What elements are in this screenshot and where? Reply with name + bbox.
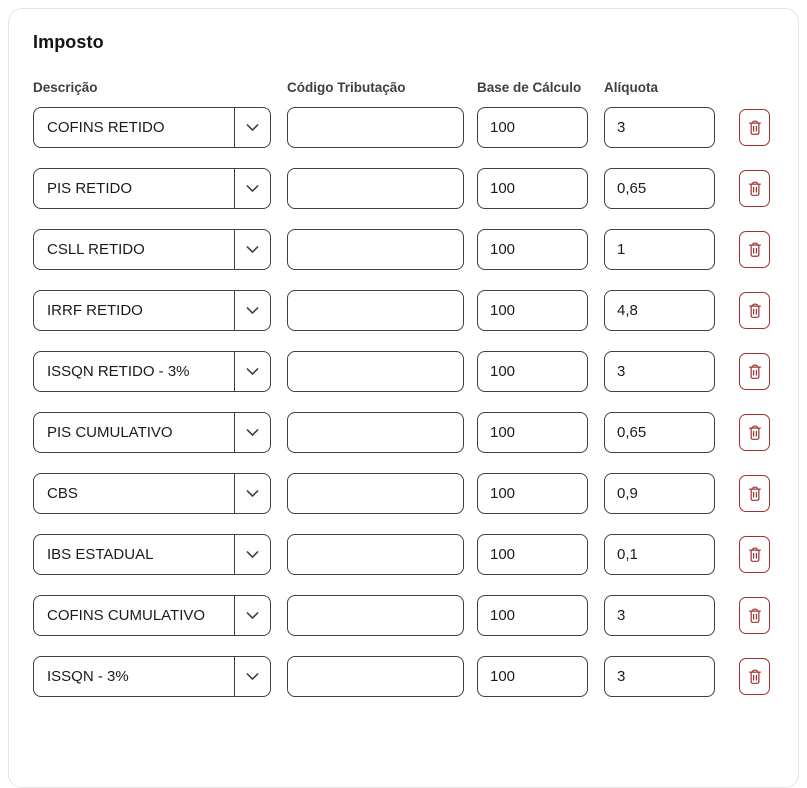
aliquota-input[interactable] (604, 656, 715, 697)
delete-row-button[interactable] (739, 231, 770, 268)
chevron-down-icon (234, 352, 270, 391)
descricao-select-value: PIS RETIDO (47, 180, 133, 197)
tax-row: ISSQN RETIDO - 3% (33, 351, 774, 392)
codigo-tributacao-input[interactable] (287, 595, 464, 636)
base-de-calculo-input[interactable] (477, 534, 588, 575)
aliquota-input[interactable] (604, 412, 715, 453)
aliquota-input[interactable] (604, 473, 715, 514)
column-headers: Descrição Código Tributação Base de Cálc… (33, 80, 774, 95)
column-header-codigo-tributacao: Código Tributação (287, 80, 406, 95)
base-de-calculo-input[interactable] (477, 229, 588, 270)
descricao-select[interactable]: ISSQN - 3% (33, 656, 271, 697)
tax-row: CSLL RETIDO (33, 229, 774, 270)
chevron-down-icon (234, 535, 270, 574)
codigo-tributacao-input[interactable] (287, 168, 464, 209)
codigo-tributacao-input[interactable] (287, 290, 464, 331)
codigo-tributacao-input[interactable] (287, 412, 464, 453)
trash-icon (748, 486, 762, 502)
descricao-select[interactable]: CSLL RETIDO (33, 229, 271, 270)
descricao-select[interactable]: COFINS RETIDO (33, 107, 271, 148)
aliquota-input[interactable] (604, 168, 715, 209)
aliquota-input[interactable] (604, 107, 715, 148)
delete-row-button[interactable] (739, 353, 770, 390)
tax-row: CBS (33, 473, 774, 514)
trash-icon (748, 303, 762, 319)
codigo-tributacao-input[interactable] (287, 534, 464, 575)
descricao-select-value: PIS CUMULATIVO (47, 424, 173, 441)
descricao-select[interactable]: IRRF RETIDO (33, 290, 271, 331)
descricao-select-value: IBS ESTADUAL (47, 546, 154, 563)
descricao-select-value: ISSQN RETIDO - 3% (47, 363, 190, 380)
column-header-base-de-calculo: Base de Cálculo (477, 80, 582, 95)
descricao-select-value: CBS (47, 485, 78, 502)
trash-icon (748, 181, 762, 197)
descricao-select-value: COFINS CUMULATIVO (47, 607, 206, 624)
chevron-down-icon (234, 474, 270, 513)
delete-row-button[interactable] (739, 109, 770, 146)
descricao-select[interactable]: IBS ESTADUAL (33, 534, 271, 575)
tax-row: COFINS CUMULATIVO (33, 595, 774, 636)
descricao-select-value: IRRF RETIDO (47, 302, 143, 319)
imposto-card: Imposto Descrição Código Tributação Base… (8, 8, 799, 788)
codigo-tributacao-input[interactable] (287, 351, 464, 392)
descricao-select[interactable]: PIS CUMULATIVO (33, 412, 271, 453)
chevron-down-icon (234, 108, 270, 147)
chevron-down-icon (234, 169, 270, 208)
aliquota-input[interactable] (604, 290, 715, 331)
delete-row-button[interactable] (739, 292, 770, 329)
aliquota-input[interactable] (604, 351, 715, 392)
base-de-calculo-input[interactable] (477, 473, 588, 514)
base-de-calculo-input[interactable] (477, 412, 588, 453)
trash-icon (748, 120, 762, 136)
codigo-tributacao-input[interactable] (287, 656, 464, 697)
base-de-calculo-input[interactable] (477, 656, 588, 697)
descricao-select-value: ISSQN - 3% (47, 668, 129, 685)
delete-row-button[interactable] (739, 170, 770, 207)
trash-icon (748, 608, 762, 624)
tax-row: IRRF RETIDO (33, 290, 774, 331)
aliquota-input[interactable] (604, 595, 715, 636)
base-de-calculo-input[interactable] (477, 290, 588, 331)
chevron-down-icon (234, 596, 270, 635)
delete-row-button[interactable] (739, 414, 770, 451)
descricao-select[interactable]: CBS (33, 473, 271, 514)
chevron-down-icon (234, 657, 270, 696)
aliquota-input[interactable] (604, 229, 715, 270)
aliquota-input[interactable] (604, 534, 715, 575)
chevron-down-icon (234, 230, 270, 269)
codigo-tributacao-input[interactable] (287, 107, 464, 148)
descricao-select-value: CSLL RETIDO (47, 241, 145, 258)
tax-row: IBS ESTADUAL (33, 534, 774, 575)
tax-row: PIS RETIDO (33, 168, 774, 209)
descricao-select[interactable]: ISSQN RETIDO - 3% (33, 351, 271, 392)
descricao-select[interactable]: PIS RETIDO (33, 168, 271, 209)
trash-icon (748, 364, 762, 380)
base-de-calculo-input[interactable] (477, 351, 588, 392)
chevron-down-icon (234, 291, 270, 330)
codigo-tributacao-input[interactable] (287, 473, 464, 514)
trash-icon (748, 669, 762, 685)
base-de-calculo-input[interactable] (477, 595, 588, 636)
base-de-calculo-input[interactable] (477, 107, 588, 148)
tax-row: PIS CUMULATIVO (33, 412, 774, 453)
codigo-tributacao-input[interactable] (287, 229, 464, 270)
delete-row-button[interactable] (739, 475, 770, 512)
page-title: Imposto (33, 32, 104, 52)
tax-rows-list: COFINS RETIDO PIS RETIDO (33, 107, 774, 697)
trash-icon (748, 547, 762, 563)
chevron-down-icon (234, 413, 270, 452)
descricao-select[interactable]: COFINS CUMULATIVO (33, 595, 271, 636)
trash-icon (748, 242, 762, 258)
tax-row: COFINS RETIDO (33, 107, 774, 148)
column-header-aliquota: Alíquota (604, 80, 658, 95)
trash-icon (748, 425, 762, 441)
delete-row-button[interactable] (739, 597, 770, 634)
column-header-descricao: Descrição (33, 80, 98, 95)
base-de-calculo-input[interactable] (477, 168, 588, 209)
delete-row-button[interactable] (739, 536, 770, 573)
delete-row-button[interactable] (739, 658, 770, 695)
tax-row: ISSQN - 3% (33, 656, 774, 697)
descricao-select-value: COFINS RETIDO (47, 119, 165, 136)
